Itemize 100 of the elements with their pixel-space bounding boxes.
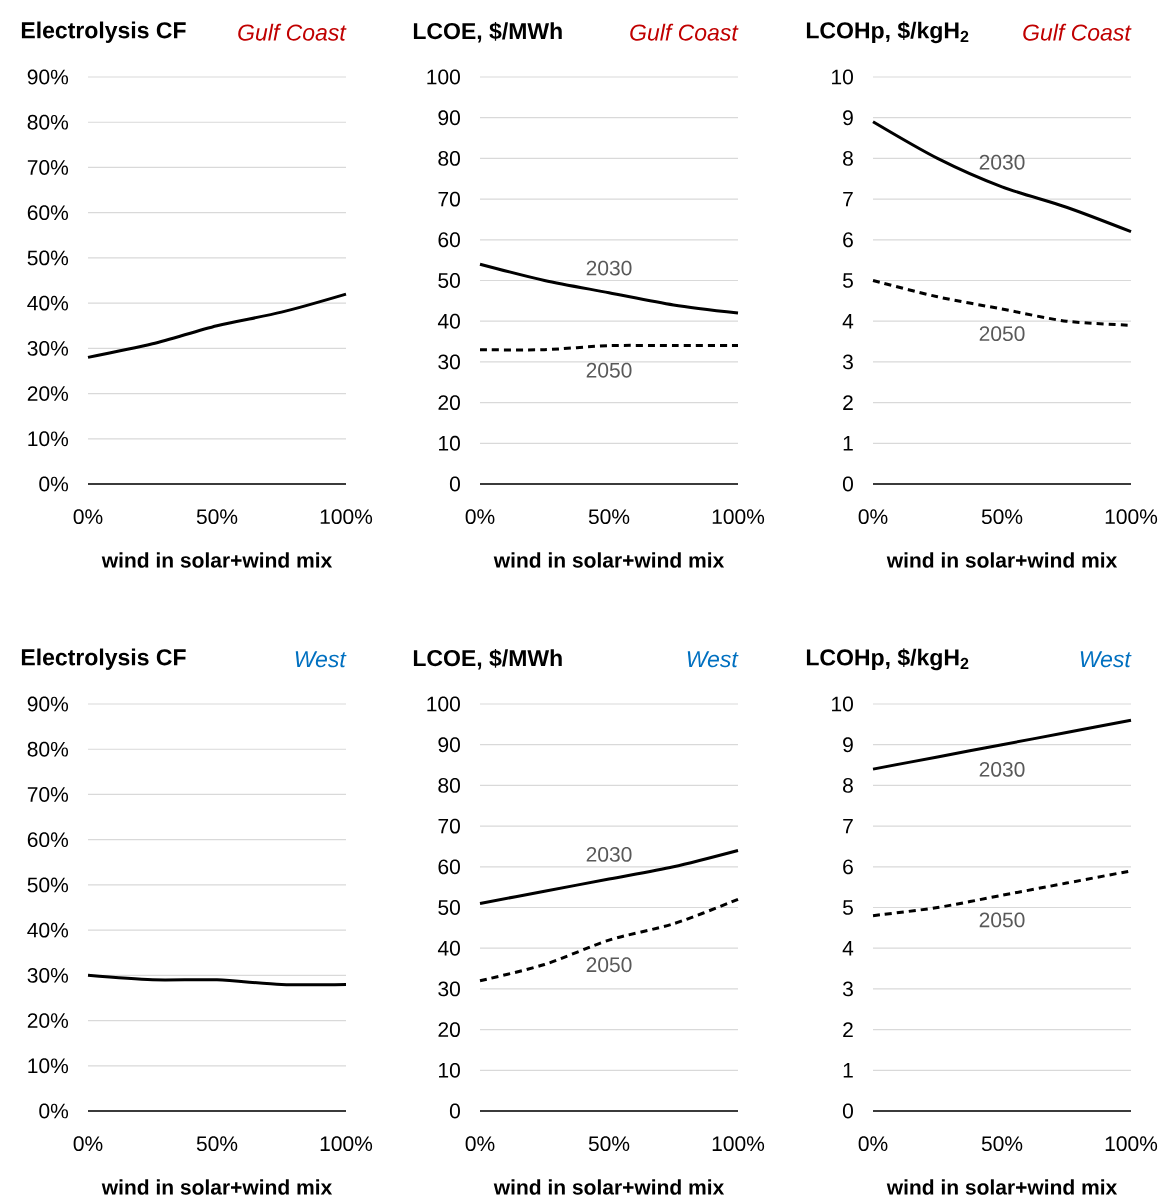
annotation: 2030 [979,154,1025,170]
y-tick-label: 40% [27,295,69,311]
x-tick-label: 0% [73,509,103,525]
y-tick-label: 20 [438,395,460,411]
y-tick-label: 1 [843,436,853,451]
x-tick-label: 50% [588,1136,630,1152]
y-tick-label: 90 [438,737,460,753]
x-tick-label: 100% [320,509,373,525]
annotation: 2050 [979,912,1025,928]
x-tick-label: 50% [196,509,238,525]
y-tick-label: 5 [842,900,853,915]
x-tick-label: 100% [320,1136,373,1152]
y-tick-label: 50% [27,877,69,893]
y-tick-label: 30 [438,354,460,370]
y-tick-label: 0 [449,1103,460,1119]
x-tick-label: 100% [712,509,765,525]
x-tick-label: 0% [73,1136,103,1152]
y-tick-label: 10 [832,69,853,85]
y-tick-label: 80 [438,150,460,166]
y-tick-label: 0 [449,476,460,492]
y-tick-label: 40% [27,922,69,938]
y-tick-label: 10% [28,431,69,447]
line-series [86,292,348,359]
y-tick-label: 4 [842,313,854,329]
y-tick-label: 80 [438,777,460,793]
y-tick-label: 30% [27,340,69,356]
y-tick-label: 0% [39,476,69,492]
x-axis-title: wind in solar+wind mix [493,1179,725,1195]
y-tick-label: 90 [438,110,460,126]
x-tick-label: 50% [588,509,630,525]
y-tick-label: 6 [843,232,853,248]
x-axis-title: wind in solar+wind mix [886,1179,1118,1195]
y-tick-label: 5 [842,273,853,288]
y-tick-label: 60% [27,832,69,848]
y-tick-label: 7 [843,191,853,207]
annotation: 2030 [979,761,1025,777]
y-tick-label: 9 [843,737,853,753]
chart-title: LCOHp, $/kgH$_{2}$ [806,21,969,44]
y-tick-label: 90% [27,69,69,85]
y-tick-label: 90% [27,696,69,712]
y-tick-label: 40 [437,313,460,329]
y-tick-label: 40 [437,940,460,956]
x-tick-label: 0% [858,1136,888,1152]
y-tick-label: 30 [438,981,460,997]
line-series [478,897,740,983]
chart-title: LCOE, $/MWh [413,648,562,670]
chart-subtitle: West [1080,651,1132,668]
y-tick-label: 80% [27,114,69,130]
y-tick-label: 20% [27,1013,69,1028]
annotation: 2050 [586,957,632,973]
x-tick-label: 0% [858,509,888,525]
x-tick-label: 0% [465,509,495,525]
y-tick-label: 60 [438,859,460,875]
y-tick-label: 70 [438,191,460,207]
y-tick-label: 0% [39,1103,69,1119]
y-tick-label: 2 [843,1022,853,1037]
y-tick-label: 3 [842,981,853,997]
y-tick-label: 50 [438,273,460,288]
y-tick-label: 6 [843,859,853,875]
x-tick-label: 0% [465,1136,495,1152]
x-tick-label: 50% [981,1136,1023,1152]
y-tick-label: 0 [842,476,853,492]
x-tick-label: 50% [196,1136,238,1152]
y-tick-label: 30% [27,967,69,983]
chart-subtitle: Gulf Coast [630,23,739,41]
x-tick-label: 100% [1105,1136,1158,1152]
y-tick-label: 60 [438,232,460,248]
y-tick-label: 60% [27,205,69,221]
y-tick-label: 10% [28,1058,69,1074]
chart-subtitle: West [687,651,739,668]
x-tick-label: 100% [1105,509,1158,525]
y-tick-label: 10 [832,696,853,712]
y-tick-label: 20 [438,1022,460,1038]
y-tick-label: 100 [427,696,460,712]
x-axis-title: wind in solar+wind mix [101,552,333,568]
y-tick-label: 2 [843,395,853,410]
annotation: 2050 [586,362,632,378]
y-tick-label: 8 [843,150,853,166]
y-tick-label: 10 [439,435,460,451]
x-axis-title: wind in solar+wind mix [493,552,725,568]
y-tick-label: 7 [843,818,853,834]
y-tick-label: 50% [27,250,69,266]
y-tick-label: 100 [427,69,460,85]
x-axis-title: wind in solar+wind mix [101,1179,333,1195]
chart-subtitle: Gulf Coast [238,23,347,41]
y-tick-label: 20% [27,386,69,401]
y-tick-label: 0 [842,1103,853,1119]
x-axis-title: wind in solar+wind mix [886,552,1118,568]
chart-title: Electrolysis CF [21,648,186,670]
y-tick-label: 70 [438,818,460,834]
x-tick-label: 100% [712,1136,765,1152]
chart-title: Electrolysis CF [21,21,186,43]
y-tick-label: 80% [27,741,69,757]
y-tick-label: 10 [439,1062,460,1078]
annotation: 2050 [979,326,1025,342]
chart-subtitle: West [295,651,347,668]
chart-title: LCOHp, $/kgH$_{2}$ [806,648,969,671]
y-tick-label: 3 [842,354,853,370]
y-tick-label: 1 [843,1063,853,1078]
line-series [871,120,1133,234]
